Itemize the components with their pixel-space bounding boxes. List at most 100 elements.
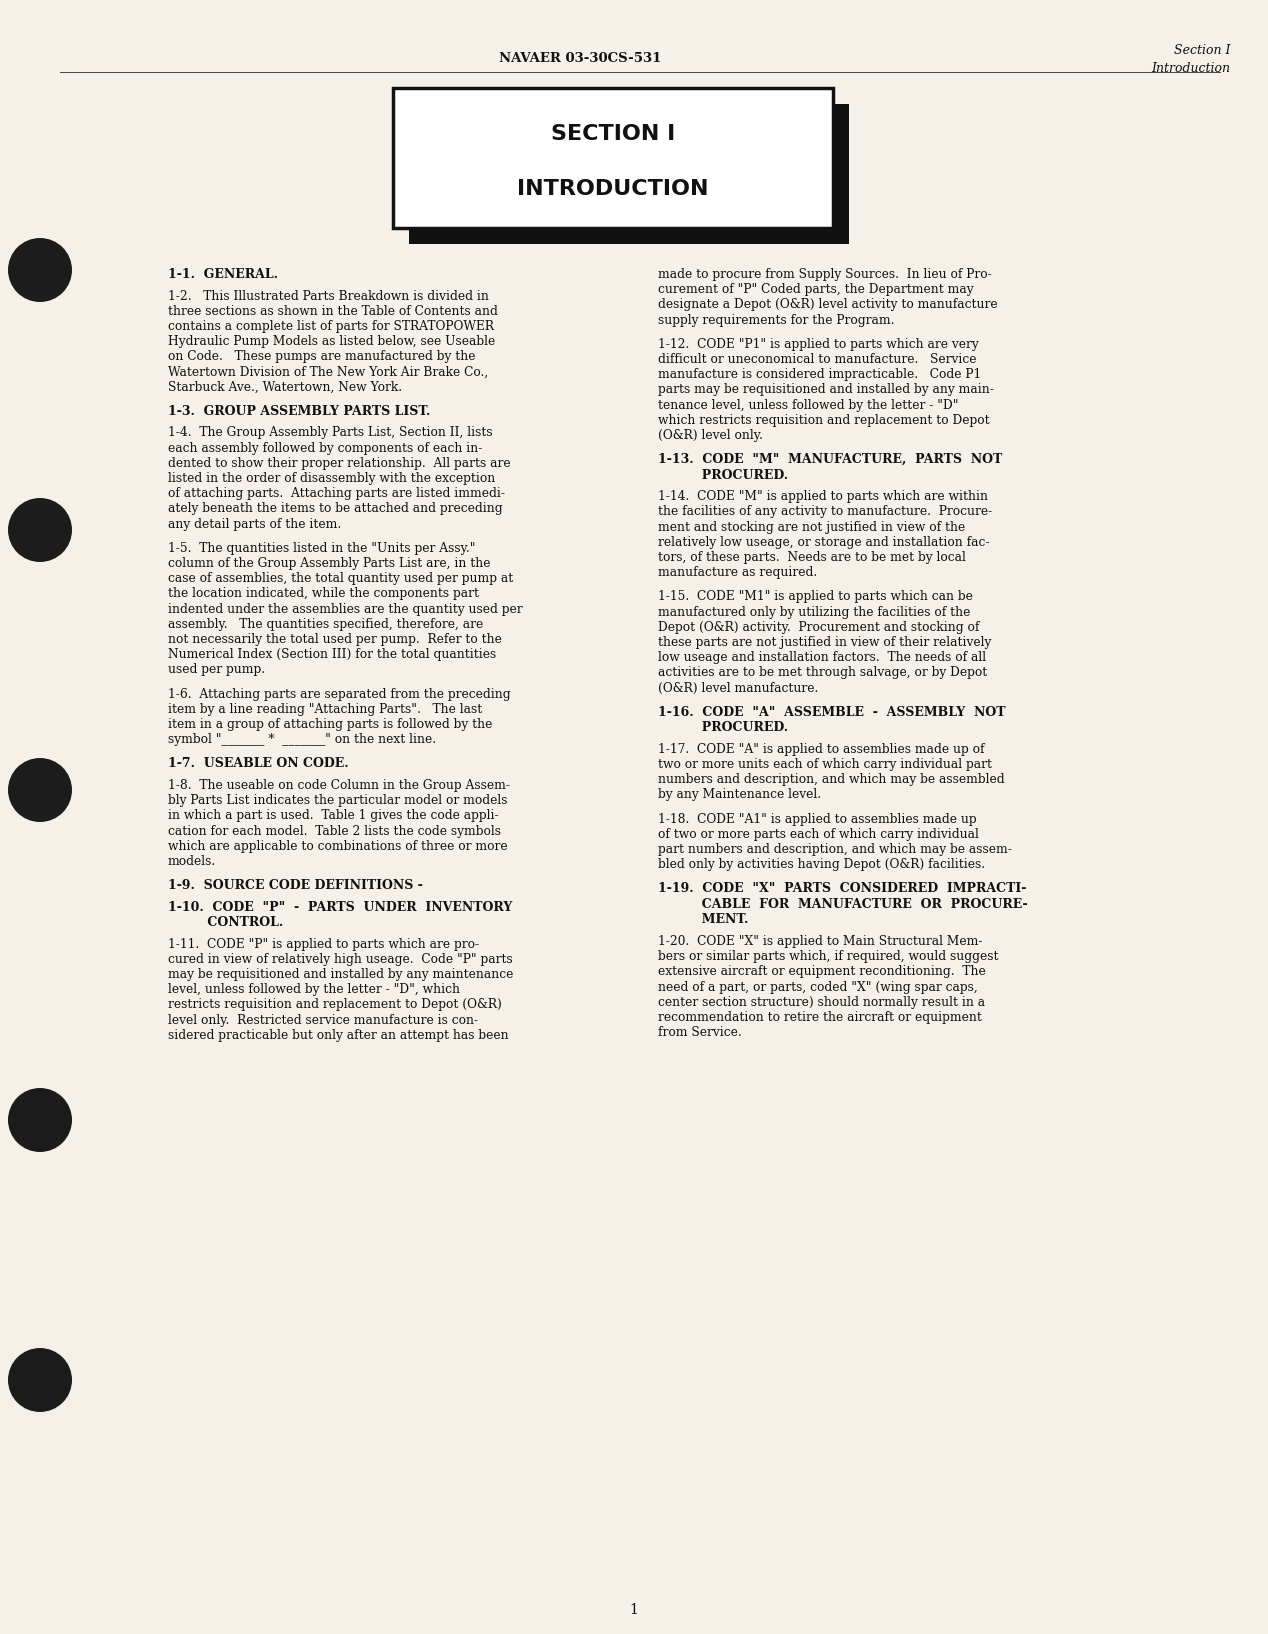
- Text: designate a Depot (O&R) level activity to manufacture: designate a Depot (O&R) level activity t…: [658, 299, 998, 312]
- Circle shape: [8, 1088, 72, 1152]
- Text: 1-5.  The quantities listed in the "Units per Assy.": 1-5. The quantities listed in the "Units…: [167, 542, 476, 556]
- Text: 1-18.  CODE "A1" is applied to assemblies made up: 1-18. CODE "A1" is applied to assemblies…: [658, 812, 976, 825]
- Text: models.: models.: [167, 855, 217, 868]
- Text: supply requirements for the Program.: supply requirements for the Program.: [658, 314, 894, 327]
- Text: ment and stocking are not justified in view of the: ment and stocking are not justified in v…: [658, 521, 965, 534]
- Text: two or more units each of which carry individual part: two or more units each of which carry in…: [658, 758, 992, 771]
- Text: difficult or uneconomical to manufacture.   Service: difficult or uneconomical to manufacture…: [658, 353, 976, 366]
- Bar: [410, 105, 850, 243]
- Circle shape: [8, 239, 72, 302]
- Text: restricts requisition and replacement to Depot (O&R): restricts requisition and replacement to…: [167, 998, 502, 1011]
- Text: curement of "P" Coded parts, the Department may: curement of "P" Coded parts, the Departm…: [658, 283, 974, 296]
- Text: which restricts requisition and replacement to Depot: which restricts requisition and replacem…: [658, 413, 989, 426]
- Bar: [393, 88, 833, 229]
- Text: used per pump.: used per pump.: [167, 663, 265, 676]
- Text: Numerical Index (Section III) for the total quantities: Numerical Index (Section III) for the to…: [167, 649, 496, 662]
- Text: tenance level, unless followed by the letter - "D": tenance level, unless followed by the le…: [658, 399, 959, 412]
- Text: 1-15.  CODE "M1" is applied to parts which can be: 1-15. CODE "M1" is applied to parts whic…: [658, 590, 973, 603]
- Circle shape: [8, 1348, 72, 1412]
- Text: contains a complete list of parts for STRATOPOWER: contains a complete list of parts for ST…: [167, 320, 495, 333]
- Text: dented to show their proper relationship.  All parts are: dented to show their proper relationship…: [167, 458, 511, 471]
- Text: (O&R) level manufacture.: (O&R) level manufacture.: [658, 681, 818, 694]
- Text: 1-19.  CODE  "X"  PARTS  CONSIDERED  IMPRACTI-: 1-19. CODE "X" PARTS CONSIDERED IMPRACTI…: [658, 882, 1026, 895]
- Text: level only.  Restricted service manufacture is con-: level only. Restricted service manufactu…: [167, 1013, 478, 1026]
- Text: cured in view of relatively high useage.  Code "P" parts: cured in view of relatively high useage.…: [167, 953, 512, 966]
- Text: of two or more parts each of which carry individual: of two or more parts each of which carry…: [658, 828, 979, 842]
- Text: which are applicable to combinations of three or more: which are applicable to combinations of …: [167, 840, 507, 853]
- Text: 1-14.  CODE "M" is applied to parts which are within: 1-14. CODE "M" is applied to parts which…: [658, 490, 988, 503]
- Text: extensive aircraft or equipment reconditioning.  The: extensive aircraft or equipment recondit…: [658, 966, 985, 979]
- Text: manufacture is considered impracticable.   Code P1: manufacture is considered impracticable.…: [658, 368, 981, 381]
- Text: manufacture as required.: manufacture as required.: [658, 567, 818, 578]
- Text: CABLE  FOR  MANUFACTURE  OR  PROCURE-: CABLE FOR MANUFACTURE OR PROCURE-: [658, 899, 1027, 910]
- Text: sidered practicable but only after an attempt has been: sidered practicable but only after an at…: [167, 1029, 508, 1042]
- Text: 1: 1: [630, 1603, 638, 1618]
- Text: SECTION I: SECTION I: [550, 124, 675, 144]
- Text: these parts are not justified in view of their relatively: these parts are not justified in view of…: [658, 636, 992, 649]
- Text: 1-1.  GENERAL.: 1-1. GENERAL.: [167, 268, 278, 281]
- Text: item in a group of attaching parts is followed by the: item in a group of attaching parts is fo…: [167, 717, 492, 730]
- Text: Hydraulic Pump Models as listed below, see Useable: Hydraulic Pump Models as listed below, s…: [167, 335, 496, 348]
- Text: the facilities of any activity to manufacture.  Procure-: the facilities of any activity to manufa…: [658, 505, 993, 518]
- Text: NAVAER 03-30CS-531: NAVAER 03-30CS-531: [498, 52, 661, 64]
- Text: 1-11.  CODE "P" is applied to parts which are pro-: 1-11. CODE "P" is applied to parts which…: [167, 938, 479, 951]
- Text: from Service.: from Service.: [658, 1026, 742, 1039]
- Text: numbers and description, and which may be assembled: numbers and description, and which may b…: [658, 773, 1004, 786]
- Text: on Code.   These pumps are manufactured by the: on Code. These pumps are manufactured by…: [167, 350, 476, 363]
- Text: bers or similar parts which, if required, would suggest: bers or similar parts which, if required…: [658, 949, 998, 962]
- Text: 1-13.  CODE  "M"  MANUFACTURE,  PARTS  NOT: 1-13. CODE "M" MANUFACTURE, PARTS NOT: [658, 453, 1002, 466]
- Circle shape: [8, 498, 72, 562]
- Text: MENT.: MENT.: [658, 913, 748, 926]
- Text: 1-20.  CODE "X" is applied to Main Structural Mem-: 1-20. CODE "X" is applied to Main Struct…: [658, 935, 983, 948]
- Text: cation for each model.  Table 2 lists the code symbols: cation for each model. Table 2 lists the…: [167, 825, 501, 838]
- Text: 1-3.  GROUP ASSEMBLY PARTS LIST.: 1-3. GROUP ASSEMBLY PARTS LIST.: [167, 405, 430, 418]
- Text: Watertown Division of The New York Air Brake Co.,: Watertown Division of The New York Air B…: [167, 366, 488, 379]
- Text: of attaching parts.  Attaching parts are listed immedi-: of attaching parts. Attaching parts are …: [167, 487, 505, 500]
- Text: level, unless followed by the letter - "D", which: level, unless followed by the letter - "…: [167, 984, 460, 997]
- Text: made to procure from Supply Sources.  In lieu of Pro-: made to procure from Supply Sources. In …: [658, 268, 992, 281]
- Text: 1-17.  CODE "A" is applied to assemblies made up of: 1-17. CODE "A" is applied to assemblies …: [658, 743, 984, 757]
- Text: part numbers and description, and which may be assem-: part numbers and description, and which …: [658, 843, 1012, 856]
- Text: not necessarily the total used per pump.  Refer to the: not necessarily the total used per pump.…: [167, 632, 502, 645]
- Text: symbol "_______ *  _______" on the next line.: symbol "_______ * _______" on the next l…: [167, 734, 436, 747]
- Text: activities are to be met through salvage, or by Depot: activities are to be met through salvage…: [658, 667, 988, 680]
- Text: item by a line reading "Attaching Parts".   The last: item by a line reading "Attaching Parts"…: [167, 703, 482, 716]
- Text: bly Parts List indicates the particular model or models: bly Parts List indicates the particular …: [167, 794, 507, 807]
- Text: assembly.   The quantities specified, therefore, are: assembly. The quantities specified, ther…: [167, 618, 483, 631]
- Text: 1-4.  The Group Assembly Parts List, Section II, lists: 1-4. The Group Assembly Parts List, Sect…: [167, 426, 493, 440]
- Text: bled only by activities having Depot (O&R) facilities.: bled only by activities having Depot (O&…: [658, 858, 985, 871]
- Text: PROCURED.: PROCURED.: [658, 469, 789, 482]
- Text: ately beneath the items to be attached and preceding: ately beneath the items to be attached a…: [167, 502, 502, 515]
- Text: CONTROL.: CONTROL.: [167, 917, 283, 930]
- Text: 1-12.  CODE "P1" is applied to parts which are very: 1-12. CODE "P1" is applied to parts whic…: [658, 338, 979, 351]
- Text: Depot (O&R) activity.  Procurement and stocking of: Depot (O&R) activity. Procurement and st…: [658, 621, 979, 634]
- Text: case of assemblies, the total quantity used per pump at: case of assemblies, the total quantity u…: [167, 572, 514, 585]
- Text: in which a part is used.  Table 1 gives the code appli-: in which a part is used. Table 1 gives t…: [167, 809, 498, 822]
- Text: Section I: Section I: [1173, 44, 1230, 57]
- Text: three sections as shown in the Table of Contents and: three sections as shown in the Table of …: [167, 304, 498, 317]
- Text: 1-10.  CODE  "P"  -  PARTS  UNDER  INVENTORY: 1-10. CODE "P" - PARTS UNDER INVENTORY: [167, 900, 512, 913]
- Text: center section structure) should normally result in a: center section structure) should normall…: [658, 995, 985, 1008]
- Text: need of a part, or parts, coded "X" (wing spar caps,: need of a part, or parts, coded "X" (win…: [658, 980, 978, 993]
- Text: relatively low useage, or storage and installation fac-: relatively low useage, or storage and in…: [658, 536, 989, 549]
- Text: 1-16.  CODE  "A"  ASSEMBLE  -  ASSEMBLY  NOT: 1-16. CODE "A" ASSEMBLE - ASSEMBLY NOT: [658, 706, 1006, 719]
- Text: may be requisitioned and installed by any maintenance: may be requisitioned and installed by an…: [167, 967, 514, 980]
- Text: the location indicated, while the components part: the location indicated, while the compon…: [167, 587, 479, 600]
- Text: PROCURED.: PROCURED.: [658, 721, 789, 734]
- Text: by any Maintenance level.: by any Maintenance level.: [658, 788, 822, 801]
- Text: any detail parts of the item.: any detail parts of the item.: [167, 518, 341, 531]
- Text: Starbuck Ave., Watertown, New York.: Starbuck Ave., Watertown, New York.: [167, 381, 402, 394]
- Text: tors, of these parts.  Needs are to be met by local: tors, of these parts. Needs are to be me…: [658, 551, 966, 564]
- Text: 1-2.   This Illustrated Parts Breakdown is divided in: 1-2. This Illustrated Parts Breakdown is…: [167, 289, 489, 302]
- Text: indented under the assemblies are the quantity used per: indented under the assemblies are the qu…: [167, 603, 522, 616]
- Text: listed in the order of disassembly with the exception: listed in the order of disassembly with …: [167, 472, 496, 485]
- Text: manufactured only by utilizing the facilities of the: manufactured only by utilizing the facil…: [658, 606, 970, 619]
- Text: 1-7.  USEABLE ON CODE.: 1-7. USEABLE ON CODE.: [167, 758, 349, 770]
- Text: 1-6.  Attaching parts are separated from the preceding: 1-6. Attaching parts are separated from …: [167, 688, 511, 701]
- Text: INTRODUCTION: INTRODUCTION: [517, 178, 709, 199]
- Text: Introduction: Introduction: [1151, 62, 1230, 75]
- Text: 1-8.  The useable on code Column in the Group Assem-: 1-8. The useable on code Column in the G…: [167, 779, 510, 792]
- Text: parts may be requisitioned and installed by any main-: parts may be requisitioned and installed…: [658, 384, 994, 397]
- Text: each assembly followed by components of each in-: each assembly followed by components of …: [167, 441, 482, 454]
- Text: (O&R) level only.: (O&R) level only.: [658, 430, 763, 443]
